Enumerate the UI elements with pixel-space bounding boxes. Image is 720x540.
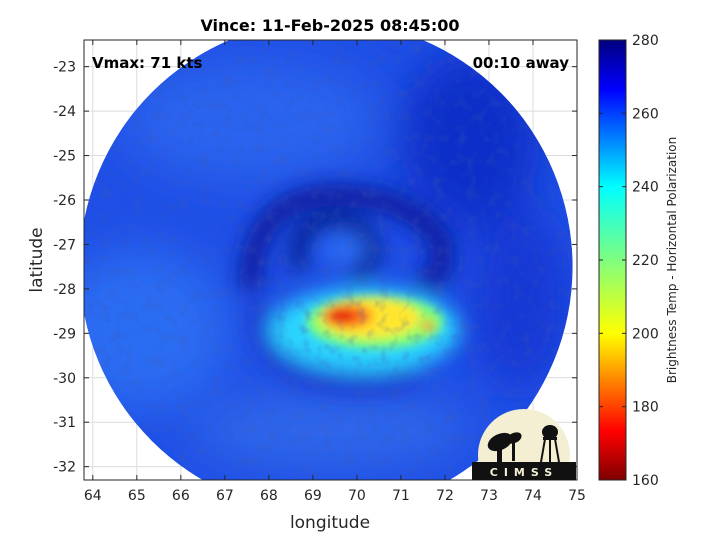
y-tick-label: -23 (53, 60, 76, 76)
logo-text: CIMSS (490, 466, 558, 479)
logo-ground (472, 462, 576, 480)
colorbar-tick-label: 260 (632, 106, 659, 122)
y-tick-label: -30 (53, 371, 76, 387)
plot-frame (83, 39, 578, 481)
y-tick-label: -29 (53, 326, 76, 342)
y-tick-label: -31 (53, 415, 76, 431)
x-tick-label: 73 (480, 488, 498, 504)
noise-texture (84, 40, 573, 480)
vmax-annotation: Vmax: 71 kts (92, 54, 202, 72)
y-tick-label: -24 (53, 104, 76, 120)
x-tick-label: 70 (348, 488, 366, 504)
colorbar-label: Brightness Temp - Horizontal Polarizatio… (665, 137, 679, 384)
x-tick-label: 74 (524, 488, 542, 504)
x-tick-label: 75 (568, 488, 586, 504)
y-tick-label: -27 (53, 237, 76, 253)
y-axis-ticks: -23 -24 -25 -26 -27 -28 -29 -30 -31 -32 (53, 60, 577, 476)
microwave-swath (84, 40, 573, 480)
x-axis-ticks: 64 65 66 67 68 69 70 71 72 73 74 75 (84, 40, 586, 504)
away-annotation: 00:10 away (473, 54, 570, 72)
x-tick-label: 72 (436, 488, 454, 504)
cimss-logo: CIMSS (472, 409, 576, 480)
colorbar-ticks: 160 180 200 220 240 260 280 (599, 33, 659, 489)
x-axis-label: longitude (290, 513, 370, 533)
y-tick-label: -28 (53, 282, 76, 298)
colorbar-tick-label: 240 (632, 180, 659, 196)
colorbar-tick-label: 160 (632, 473, 659, 489)
y-tick-label: -32 (53, 460, 76, 476)
x-tick-label: 69 (304, 488, 322, 504)
chart-title: Vince: 11-Feb-2025 08:45:00 (200, 16, 459, 35)
x-tick-label: 64 (84, 488, 102, 504)
water-tower-icon (540, 425, 560, 463)
colorbar-tick-label: 200 (632, 326, 659, 342)
y-tick-label: -26 (53, 193, 76, 209)
y-axis-label: latitude (27, 227, 47, 292)
x-tick-label: 71 (392, 488, 410, 504)
x-tick-label: 65 (128, 488, 146, 504)
colorbar-tick-label: 220 (632, 253, 659, 269)
colorbar-tick-label: 280 (632, 33, 659, 49)
x-tick-label: 66 (172, 488, 190, 504)
satellite-dish-icon (487, 432, 522, 462)
x-tick-label: 68 (260, 488, 278, 504)
y-tick-label: -25 (53, 149, 76, 165)
colorbar-tick-label: 180 (632, 400, 659, 416)
x-tick-label: 67 (216, 488, 234, 504)
colorbar (598, 39, 627, 481)
